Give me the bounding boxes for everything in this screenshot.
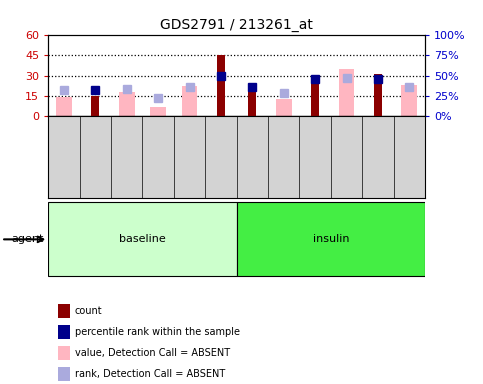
Bar xyxy=(119,92,135,116)
Title: GDS2791 / 213261_at: GDS2791 / 213261_at xyxy=(160,18,313,32)
Bar xyxy=(248,89,256,116)
Bar xyxy=(150,107,166,116)
Bar xyxy=(339,69,355,116)
Bar xyxy=(217,55,225,116)
FancyBboxPatch shape xyxy=(237,202,425,276)
Text: value, Detection Call = ABSENT: value, Detection Call = ABSENT xyxy=(75,348,230,358)
Bar xyxy=(311,78,319,116)
Text: agent: agent xyxy=(11,234,43,244)
Bar xyxy=(91,96,99,116)
Text: percentile rank within the sample: percentile rank within the sample xyxy=(75,327,240,337)
Text: rank, Detection Call = ABSENT: rank, Detection Call = ABSENT xyxy=(75,369,225,379)
FancyBboxPatch shape xyxy=(48,202,237,276)
Text: insulin: insulin xyxy=(313,234,349,244)
Text: baseline: baseline xyxy=(119,234,166,244)
Bar xyxy=(56,98,72,116)
Bar xyxy=(374,74,382,116)
Bar xyxy=(401,85,417,116)
Bar xyxy=(276,99,292,116)
Text: count: count xyxy=(75,306,102,316)
Bar xyxy=(182,86,198,116)
